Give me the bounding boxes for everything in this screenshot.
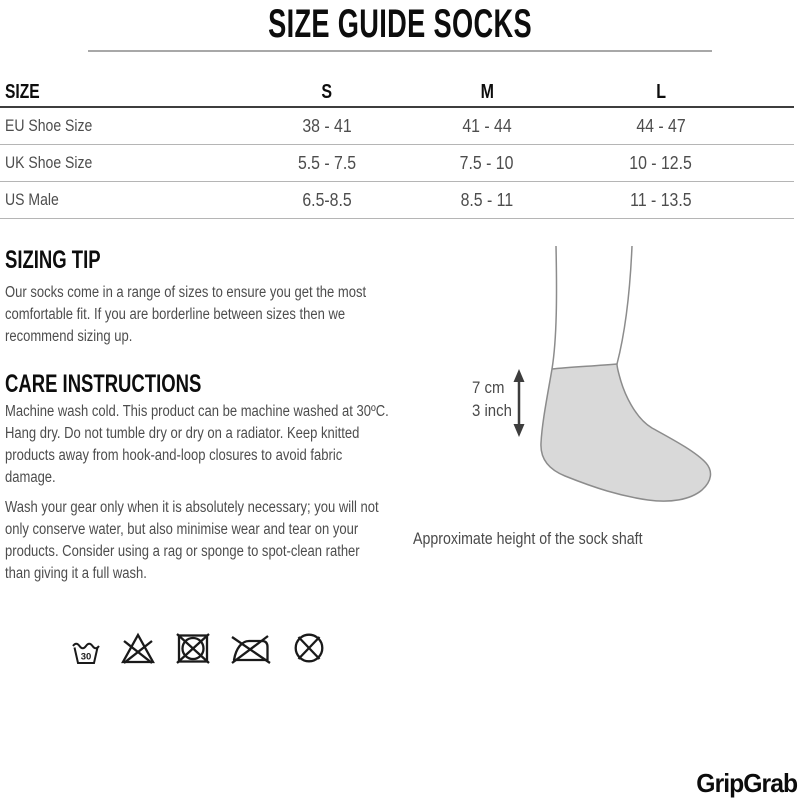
table-row-eu-shoe-size: EU Shoe Size 38 - 41 41 - 44 44 - 47 <box>0 108 794 145</box>
cell-value: 6.5-8.5 <box>302 189 352 210</box>
row-label: EU Shoe Size <box>5 116 93 135</box>
machine-wash-30-icon: 30 <box>72 642 100 664</box>
leg-outline-front <box>551 245 558 370</box>
cell-value: 5.5 - 7.5 <box>297 152 357 173</box>
leg-outline-back <box>616 245 633 365</box>
size-table-header-m: M <box>480 80 494 103</box>
size-table-header-size: SIZE <box>5 80 40 103</box>
page-title: SIZE GUIDE SOCKS <box>268 2 532 46</box>
cell-value: 38 - 41 <box>302 115 352 136</box>
page-title-wrap: SIZE GUIDE SOCKS <box>0 2 800 47</box>
measure-cm-label: 7 cm <box>472 378 505 397</box>
do-not-bleach-icon <box>121 632 155 664</box>
cell-value: 11 - 13.5 <box>630 189 692 210</box>
size-table-header-s: S <box>321 80 333 103</box>
cell-value: 41 - 44 <box>462 115 512 136</box>
sizing-tip-heading: SIZING TIP <box>5 246 101 274</box>
sock-illustration <box>513 245 712 502</box>
sock-shape <box>540 363 712 502</box>
measure-labels: 7 cm 3 inch <box>472 376 512 422</box>
size-table: SIZE S M L EU Shoe Size 38 - 41 41 - 44 … <box>0 78 794 219</box>
care-instructions-heading: CARE INSTRUCTIONS <box>5 370 202 398</box>
measure-arrow-icon <box>513 369 525 437</box>
care-instructions-text-2: Wash your gear only when it is absolutel… <box>5 499 379 582</box>
title-divider <box>88 50 712 52</box>
do-not-dry-clean-icon <box>294 633 324 663</box>
measure-inch-label: 3 inch <box>472 401 512 420</box>
cell-value: 7.5 - 10 <box>460 152 514 173</box>
wash-temp-label: 30 <box>81 652 92 663</box>
row-label: US Male <box>5 190 59 209</box>
table-row-uk-shoe-size: UK Shoe Size 5.5 - 7.5 7.5 - 10 10 - 12.… <box>0 145 794 182</box>
size-table-header-l: L <box>656 80 666 103</box>
cell-value: 44 - 47 <box>636 115 686 136</box>
care-instructions-text-1: Machine wash cold. This product can be m… <box>5 403 389 486</box>
table-row-us-male: US Male 6.5-8.5 8.5 - 11 11 - 13.5 <box>0 182 794 219</box>
sock-shaft-caption: Approximate height of the sock shaft <box>413 530 643 548</box>
care-symbols-row: 30 <box>72 631 326 665</box>
gripgrab-logo: GripGrab <box>696 768 798 798</box>
cell-value: 10 - 12.5 <box>629 152 693 173</box>
do-not-iron-icon <box>231 635 271 664</box>
sizing-tip-text: Our socks come in a range of sizes to en… <box>5 284 367 345</box>
cell-value: 8.5 - 11 <box>460 189 514 210</box>
do-not-tumble-dry-icon <box>176 633 210 664</box>
row-label: UK Shoe Size <box>5 153 93 172</box>
size-table-header-row: SIZE S M L <box>0 78 794 108</box>
